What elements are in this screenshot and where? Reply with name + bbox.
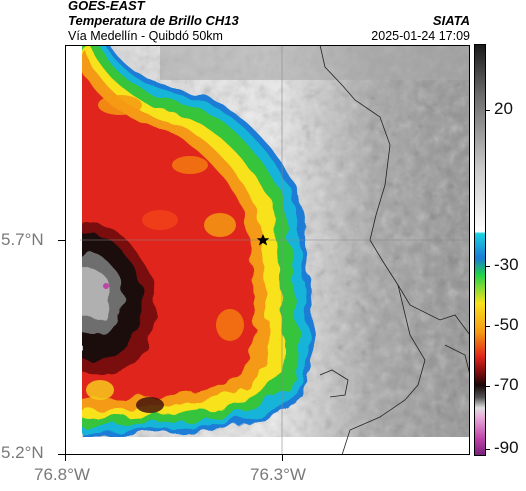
colorbar-label: -70 (494, 375, 519, 394)
product-title: Temperatura de Brillo CH13 (68, 13, 239, 28)
core-magenta-spot (103, 283, 109, 289)
cloud-orange-patch (204, 213, 236, 237)
colorbar-tick (486, 110, 490, 111)
cloud-orange-patch (172, 156, 208, 174)
colorbar-label: -50 (494, 315, 519, 334)
colorbar-tick (486, 386, 490, 387)
cloud-orange-patch (216, 309, 244, 341)
boundary-line (341, 284, 426, 455)
organization-label: SIATA (432, 13, 470, 28)
colorbar-frame (474, 44, 486, 456)
y-tick (58, 454, 65, 455)
core-light-gray (80, 265, 112, 320)
y-tick (58, 240, 65, 241)
left-white-strip (80, 45, 82, 437)
y-axis-label: 5.7°N (1, 230, 44, 249)
colorbar-tick (486, 266, 490, 267)
colorbar-tick (486, 449, 490, 450)
x-tick (65, 455, 66, 461)
star-icon (256, 234, 270, 246)
satellite-image-map (80, 45, 470, 455)
y-axis-label: 5.2°N (1, 443, 44, 462)
region-label: Vía Medellín - Quibdó 50km (68, 29, 223, 43)
cloud-orange-patch (98, 95, 142, 115)
cloud-orange-patch (142, 210, 178, 230)
boundary-line (319, 369, 349, 398)
cloud-dark-blob (136, 397, 164, 413)
satellite-title: GOES-EAST (68, 0, 145, 13)
bottom-white-strip (80, 437, 470, 455)
colorbar-label: -90 (494, 438, 519, 457)
timestamp-label: 2025-01-24 17:09 (371, 29, 470, 43)
cloud-yellow-patch (86, 380, 114, 400)
colorbar-label: -30 (494, 255, 519, 274)
colorbar-tick (486, 326, 490, 327)
colorbar (475, 45, 485, 455)
x-axis-label: 76.8°W (34, 465, 90, 484)
x-tick (282, 455, 283, 461)
x-axis-label: 76.3°W (250, 465, 306, 484)
boundary-line (319, 45, 470, 336)
top-gray-band (160, 45, 470, 80)
colorbar-label: 20 (494, 99, 513, 118)
boundary-line (444, 344, 470, 376)
